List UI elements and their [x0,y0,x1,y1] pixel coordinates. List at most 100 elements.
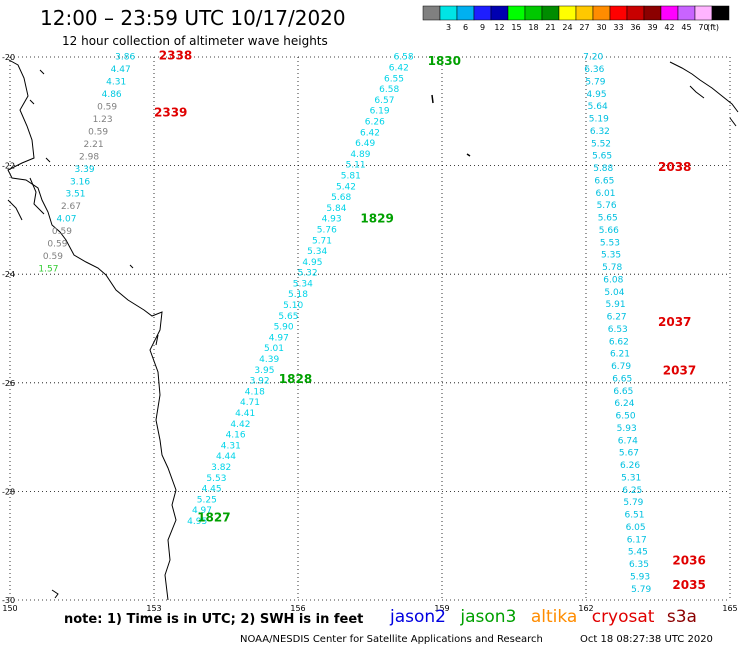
wave-height-value: 4.97 [192,506,212,516]
wave-height-value: 2.21 [84,140,104,150]
wave-height-value: 7.20 [583,53,603,63]
color-scale-label: 42 [664,23,674,32]
wave-height-value: 5.68 [331,193,351,203]
track-time-label: 2037 [663,364,696,378]
wave-height-value: 6.65 [594,176,614,186]
wave-height-value: 5.35 [601,251,621,261]
wave-height-value: 4.86 [102,90,122,100]
wave-height-value: 5.31 [621,473,641,483]
color-scale-label: 36 [630,23,640,32]
wave-height-value: 4.41 [235,409,255,419]
color-scale: 3 6 9 12 15 18 21 24 27 30 33 36 39 42 45 70(ft) [422,5,730,32]
lon-tick-label: 156 [290,604,305,613]
color-scale-swatch [541,5,560,21]
color-scale-label: 18 [528,23,538,32]
color-scale-swatch [626,5,645,21]
wave-height-value: 4.39 [259,355,279,365]
wave-height-value: 5.66 [599,226,619,236]
wave-height-value: 5.11 [346,161,366,171]
footer-timestamp: Oct 18 08:27:38 UTC 2020 [580,634,713,645]
wave-height-value: 4.31 [221,441,241,451]
track-time-label: 1829 [360,212,393,226]
track-time-label: 1828 [279,372,312,386]
legend-altika: altika [530,607,578,627]
wave-height-value: 5.76 [597,201,617,211]
wave-height-value: 6.42 [389,64,409,74]
wave-height-value: 6.49 [355,139,375,149]
wave-height-value: 0.59 [47,240,67,250]
wave-height-value: 5.81 [341,171,361,181]
wave-height-value: 6.21 [610,350,630,360]
wave-height-value: 5.93 [617,424,637,434]
color-scale-label: 6 [463,23,468,32]
color-scale-label: 70 [698,23,708,32]
wave-height-value: 5.65 [598,214,618,224]
wave-height-value: 0.59 [43,252,63,262]
wave-height-value: 5.53 [206,474,226,484]
wave-height-value: 5.71 [312,236,332,246]
wave-height-value: 5.45 [628,548,648,558]
wave-height-value: 6.51 [624,511,644,521]
wave-height-value: 5.90 [274,323,294,333]
wave-height-value: 6.17 [627,535,647,545]
wave-height-value: 6.05 [626,523,646,533]
wave-height-value: 6.58 [379,85,399,95]
wave-height-value: 5.65 [278,312,298,322]
lat-tick-label: -26 [2,379,15,388]
wave-height-value: 4.31 [106,78,126,88]
color-scale-label: 45 [681,23,691,32]
wave-height-value: 0.59 [52,227,72,237]
color-scale-swatch [507,5,526,21]
color-scale-swatch [422,5,441,21]
wave-height-value: 4.95 [587,90,607,100]
color-scale-swatch [643,5,662,21]
color-scale-swatch [711,5,730,21]
wave-height-value: 5.93 [630,572,650,582]
color-scale-swatch [456,5,475,21]
axis-labels: 150 153 156 159 162 165 -20 -22 -24 -26 -28 -30 [2,53,738,613]
track-time-label: 2038 [658,160,691,174]
wave-height-value: 6.08 [603,275,623,285]
color-scale-unit: (ft) [707,23,719,32]
wave-height-value: 1.23 [93,115,113,125]
wave-height-value: 5.84 [326,204,346,214]
track-time-label: 2036 [672,554,705,568]
track-time-label: 2338 [159,49,192,63]
color-scale-label: 21 [545,23,555,32]
wave-height-value: 5.34 [293,279,313,289]
wave-height-value: 4.93 [322,215,342,225]
track-time-label: 1827 [197,510,230,524]
wave-height-value: 4.71 [240,398,260,408]
page-subtitle: 12 hour collection of altimeter wave hei… [62,34,328,48]
wave-height-value: 5.32 [298,269,318,279]
wave-height-value: 5.53 [600,238,620,248]
wave-height-value: 0.59 [97,103,117,113]
lat-tick-label: -28 [2,487,15,496]
track-time-label: 2035 [672,578,705,592]
color-scale-swatch [694,5,713,21]
color-scale-swatch [660,5,679,21]
wave-height-value: 5.04 [604,288,624,298]
color-scale-label: 24 [562,23,572,32]
legend-jason2: jason2 [390,607,446,627]
wave-height-value: 6.65 [613,387,633,397]
color-scale-label: 39 [647,23,657,32]
wave-height-value: 5.52 [591,139,611,149]
color-scale-swatch [473,5,492,21]
legend-cryosat: cryosat [591,607,655,627]
wave-height-value: 5.65 [592,152,612,162]
lat-tick-label: -20 [2,53,15,62]
wave-height-value: 3.95 [254,366,274,376]
wave-height-value: 6.57 [374,96,394,106]
color-scale-label: 9 [480,23,485,32]
wave-height-value: 4.47 [111,65,131,75]
wave-height-value: 2.67 [61,202,81,212]
wave-height-value: 5.19 [589,115,609,125]
lon-tick-label: 165 [722,604,737,613]
wave-height-value: 5.01 [264,344,284,354]
wave-height-value: 5.79 [623,498,643,508]
wave-height-value: 6.32 [590,127,610,137]
color-scale-swatch [490,5,509,21]
wave-height-value: 2.98 [79,152,99,162]
